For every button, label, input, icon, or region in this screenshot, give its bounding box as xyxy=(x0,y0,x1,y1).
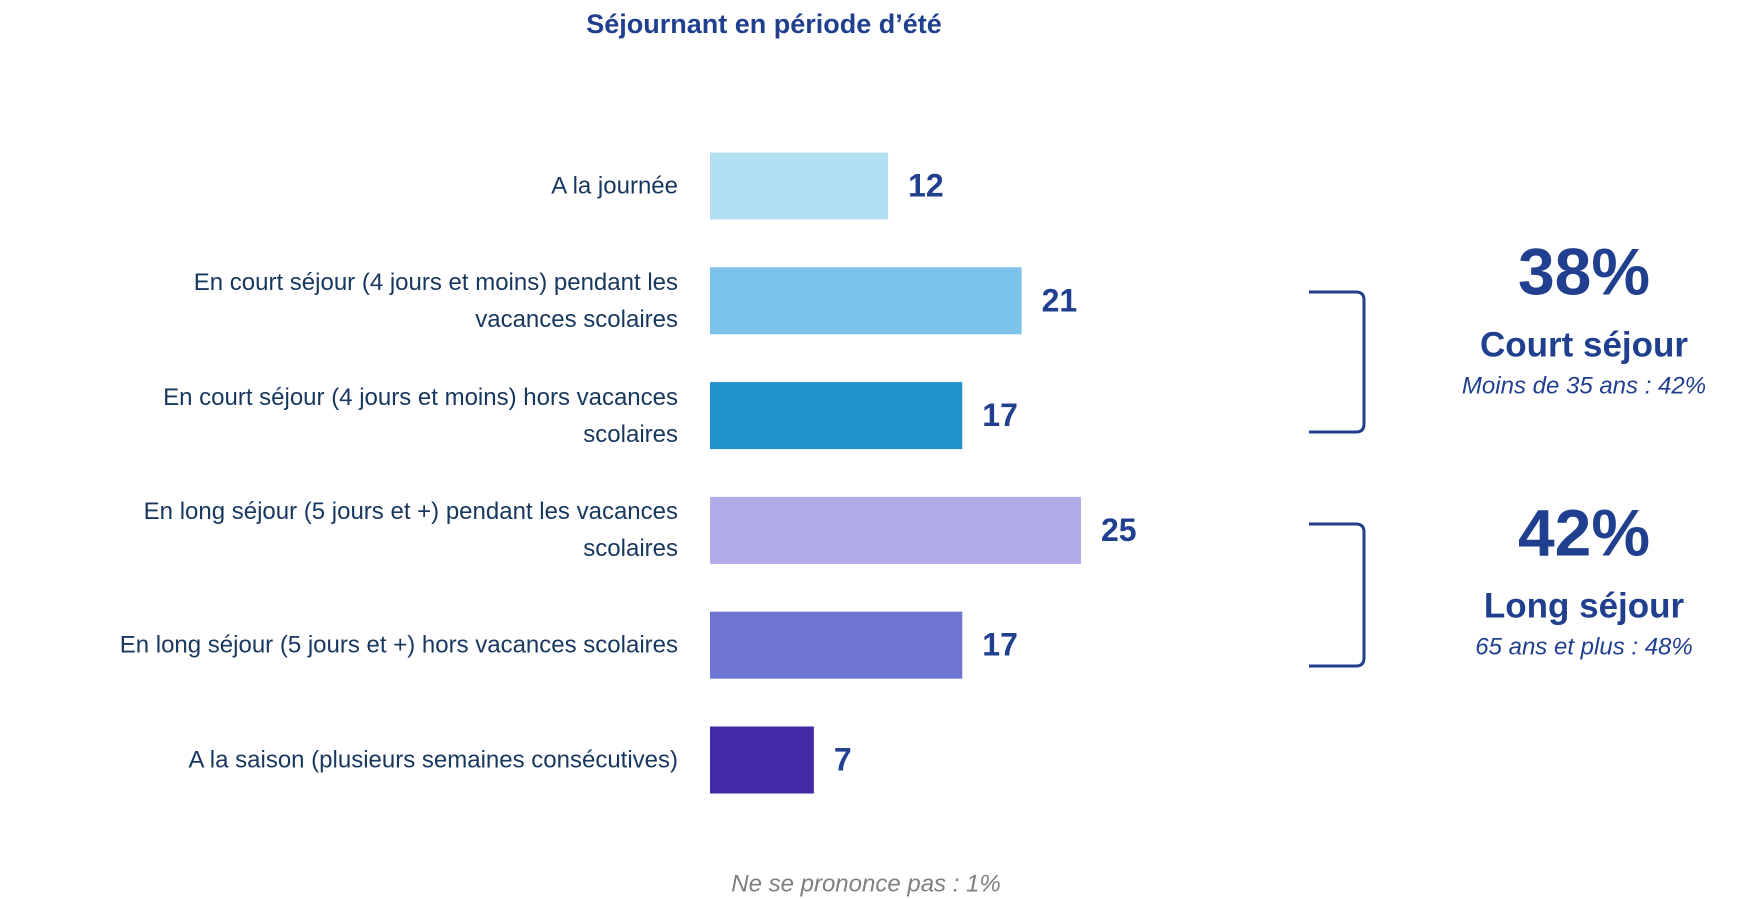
bracket xyxy=(1309,290,1366,434)
bar xyxy=(710,267,1022,335)
value-label: 7 xyxy=(834,741,852,777)
annotation-note: Moins de 35 ans : 42% xyxy=(1462,372,1706,399)
category-label: A la journée xyxy=(551,172,678,200)
bar xyxy=(710,382,963,450)
chart-title: Séjournant en période d’été xyxy=(586,9,942,39)
value-label: 25 xyxy=(1101,512,1137,548)
bar xyxy=(710,152,889,220)
annotation-label: Court séjour xyxy=(1480,325,1688,364)
category-label: En long séjour (5 jours et +) pendant le… xyxy=(143,498,678,563)
category-label: En court séjour (4 jours et moins) hors … xyxy=(163,383,678,448)
bar xyxy=(710,611,963,679)
category-label: En long séjour (5 jours et +) hors vacan… xyxy=(119,631,678,659)
annotation-note: 65 ans et plus : 48% xyxy=(1475,633,1692,660)
bar xyxy=(710,496,1081,564)
bracket xyxy=(1309,522,1366,668)
annotation-label: Long séjour xyxy=(1484,586,1685,625)
category-label: En court séjour (4 jours et moins) penda… xyxy=(193,268,678,333)
annotation-title: 38% xyxy=(1518,234,1650,308)
category-label: A la saison (plusieurs semaines consécut… xyxy=(188,746,678,774)
value-label: 17 xyxy=(982,627,1018,663)
value-label: 12 xyxy=(908,167,944,203)
bar xyxy=(710,726,814,794)
value-label: 21 xyxy=(1042,282,1078,318)
annotation-title: 42% xyxy=(1518,495,1650,569)
value-label: 17 xyxy=(982,397,1018,433)
footnote: Ne se prononce pas : 1% xyxy=(731,870,1001,897)
